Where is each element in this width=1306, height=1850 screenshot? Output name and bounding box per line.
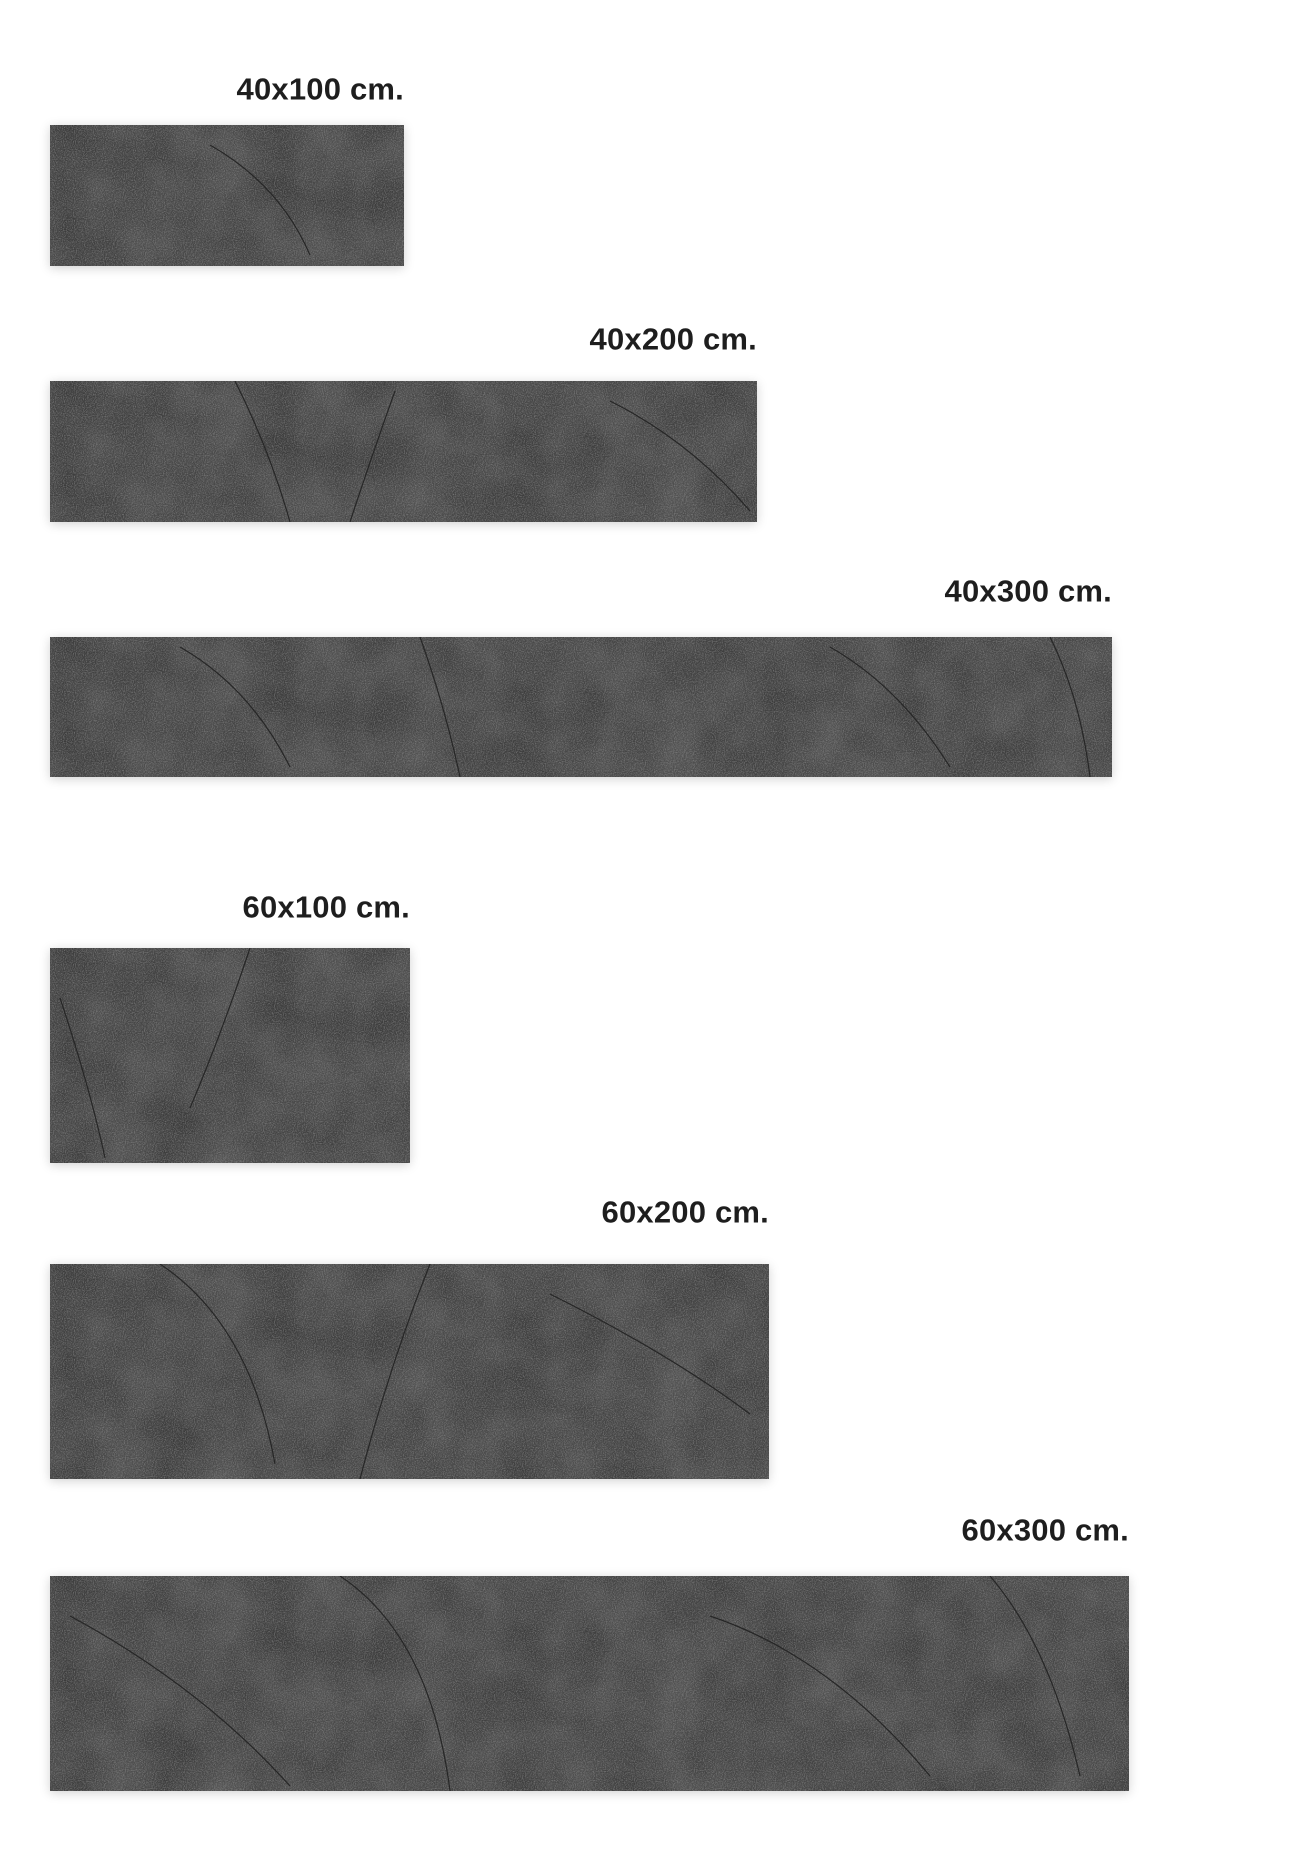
stone-texture (50, 1264, 769, 1479)
tile-preview-60x100 (50, 948, 410, 1163)
size-label-40x100: 40x100 cm. (236, 71, 404, 107)
size-label-60x100: 60x100 cm. (242, 889, 410, 925)
size-label-60x300: 60x300 cm. (961, 1512, 1129, 1548)
stone-texture (50, 381, 757, 522)
size-label-40x300: 40x300 cm. (944, 573, 1112, 609)
tile-preview-40x100 (50, 125, 404, 266)
tile-preview-60x300 (50, 1576, 1129, 1791)
stone-texture (50, 948, 410, 1163)
size-label-60x200: 60x200 cm. (601, 1194, 769, 1230)
tile-preview-60x200 (50, 1264, 769, 1479)
stone-texture (50, 1576, 1129, 1791)
stone-texture (50, 637, 1112, 777)
tile-preview-40x300 (50, 637, 1112, 777)
size-label-40x200: 40x200 cm. (589, 321, 757, 357)
stone-texture (50, 125, 404, 266)
tile-preview-40x200 (50, 381, 757, 522)
